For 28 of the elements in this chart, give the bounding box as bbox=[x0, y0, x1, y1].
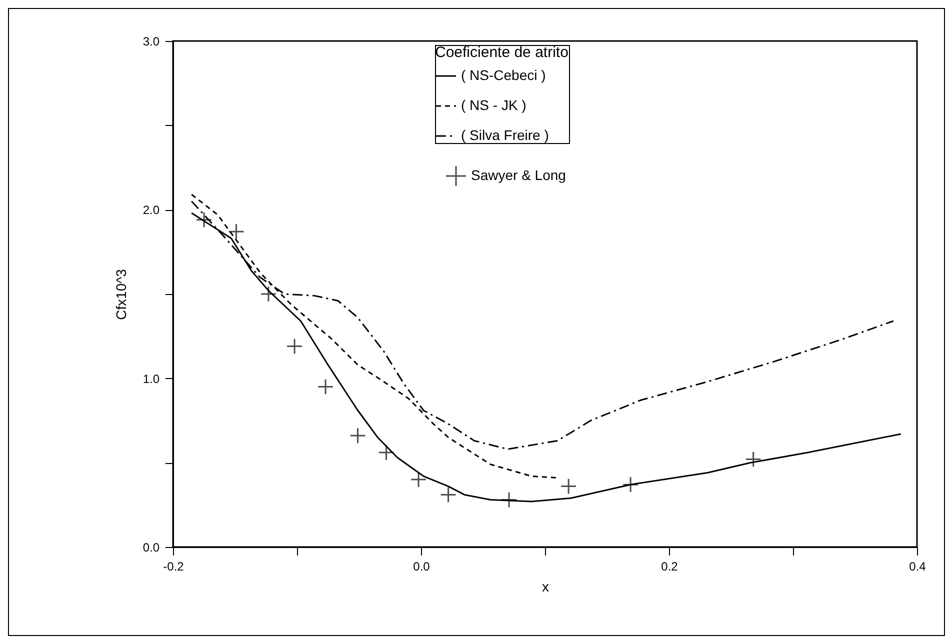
x-tick-label: 0.2 bbox=[661, 560, 678, 574]
x-axis-title: x bbox=[542, 578, 549, 594]
point bbox=[260, 286, 277, 302]
y-axis-title: Cfx10^3 bbox=[112, 268, 129, 320]
point bbox=[560, 478, 577, 494]
point bbox=[440, 486, 456, 503]
y-tick-label: 2.0 bbox=[142, 203, 160, 218]
legend-label: Sawyer & Long bbox=[471, 167, 566, 183]
legend-label: ( NS - JK ) bbox=[461, 97, 526, 113]
point bbox=[350, 428, 366, 444]
legend-label: ( Silva Freire ) bbox=[461, 127, 549, 143]
x-tick-label: 0.0 bbox=[413, 560, 430, 574]
point bbox=[745, 451, 762, 468]
point bbox=[196, 212, 212, 228]
point bbox=[378, 444, 394, 461]
x-tick-label: 0.4 bbox=[909, 560, 926, 574]
y-tick-label: 1.0 bbox=[142, 372, 160, 386]
legend-label: ( NS-Cebeci ) bbox=[461, 67, 546, 83]
point bbox=[228, 223, 244, 240]
x-tick-label: -0.2 bbox=[163, 560, 184, 574]
legend-title: Coeficiente de atrito bbox=[435, 44, 568, 61]
point bbox=[500, 492, 518, 508]
point bbox=[317, 378, 334, 395]
point bbox=[286, 338, 303, 354]
y-tick-label: 0.0 bbox=[142, 540, 160, 554]
y-tick-label: 3.0 bbox=[142, 34, 160, 48]
point bbox=[622, 476, 639, 493]
point bbox=[410, 471, 427, 488]
